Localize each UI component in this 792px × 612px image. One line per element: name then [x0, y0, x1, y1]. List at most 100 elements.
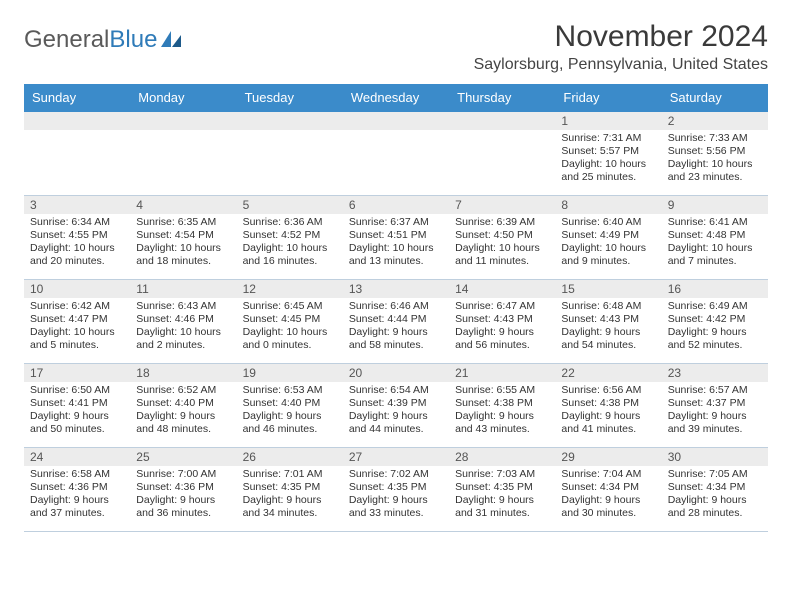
sunrise-text: Sunrise: 6:36 AM — [243, 216, 337, 229]
day-number: 28 — [449, 448, 555, 466]
sunset-text: Sunset: 4:42 PM — [668, 313, 762, 326]
sunset-text: Sunset: 4:55 PM — [30, 229, 124, 242]
day-details: Sunrise: 6:57 AMSunset: 4:37 PMDaylight:… — [662, 382, 768, 441]
calendar-cell: 18Sunrise: 6:52 AMSunset: 4:40 PMDayligh… — [130, 364, 236, 448]
calendar-cell: 21Sunrise: 6:55 AMSunset: 4:38 PMDayligh… — [449, 364, 555, 448]
sunset-text: Sunset: 4:46 PM — [136, 313, 230, 326]
sunset-text: Sunset: 4:35 PM — [349, 481, 443, 494]
sunset-text: Sunset: 4:49 PM — [561, 229, 655, 242]
calendar-cell: 23Sunrise: 6:57 AMSunset: 4:37 PMDayligh… — [662, 364, 768, 448]
sunrise-text: Sunrise: 6:46 AM — [349, 300, 443, 313]
logo-sail-icon — [161, 31, 183, 49]
sunset-text: Sunset: 4:40 PM — [243, 397, 337, 410]
day-details: Sunrise: 6:50 AMSunset: 4:41 PMDaylight:… — [24, 382, 130, 441]
day-details: Sunrise: 7:03 AMSunset: 4:35 PMDaylight:… — [449, 466, 555, 525]
sunrise-text: Sunrise: 7:05 AM — [668, 468, 762, 481]
daylight-text: Daylight: 9 hours and 43 minutes. — [455, 410, 549, 436]
empty-day — [237, 112, 343, 130]
daylight-text: Daylight: 10 hours and 9 minutes. — [561, 242, 655, 268]
daylight-text: Daylight: 9 hours and 56 minutes. — [455, 326, 549, 352]
logo: GeneralBlue — [24, 20, 183, 54]
daylight-text: Daylight: 9 hours and 30 minutes. — [561, 494, 655, 520]
calendar-cell: 25Sunrise: 7:00 AMSunset: 4:36 PMDayligh… — [130, 448, 236, 532]
day-number: 17 — [24, 364, 130, 382]
day-number: 4 — [130, 196, 236, 214]
weekday-header: Friday — [555, 84, 661, 112]
weekday-header: Tuesday — [237, 84, 343, 112]
sunset-text: Sunset: 4:47 PM — [30, 313, 124, 326]
daylight-text: Daylight: 10 hours and 23 minutes. — [668, 158, 762, 184]
weekday-header: Saturday — [662, 84, 768, 112]
day-details: Sunrise: 6:41 AMSunset: 4:48 PMDaylight:… — [662, 214, 768, 273]
calendar-cell: 27Sunrise: 7:02 AMSunset: 4:35 PMDayligh… — [343, 448, 449, 532]
sunset-text: Sunset: 4:38 PM — [455, 397, 549, 410]
daylight-text: Daylight: 10 hours and 2 minutes. — [136, 326, 230, 352]
day-details: Sunrise: 6:45 AMSunset: 4:45 PMDaylight:… — [237, 298, 343, 357]
day-number: 20 — [343, 364, 449, 382]
day-details: Sunrise: 6:48 AMSunset: 4:43 PMDaylight:… — [555, 298, 661, 357]
sunset-text: Sunset: 4:52 PM — [243, 229, 337, 242]
day-details: Sunrise: 6:36 AMSunset: 4:52 PMDaylight:… — [237, 214, 343, 273]
sunrise-text: Sunrise: 7:31 AM — [561, 132, 655, 145]
calendar-cell: 26Sunrise: 7:01 AMSunset: 4:35 PMDayligh… — [237, 448, 343, 532]
daylight-text: Daylight: 10 hours and 11 minutes. — [455, 242, 549, 268]
daylight-text: Daylight: 10 hours and 7 minutes. — [668, 242, 762, 268]
sunrise-text: Sunrise: 6:55 AM — [455, 384, 549, 397]
day-details: Sunrise: 6:47 AMSunset: 4:43 PMDaylight:… — [449, 298, 555, 357]
daylight-text: Daylight: 9 hours and 54 minutes. — [561, 326, 655, 352]
calendar-cell: 16Sunrise: 6:49 AMSunset: 4:42 PMDayligh… — [662, 280, 768, 364]
sunset-text: Sunset: 4:40 PM — [136, 397, 230, 410]
sunrise-text: Sunrise: 6:53 AM — [243, 384, 337, 397]
day-number: 14 — [449, 280, 555, 298]
sunset-text: Sunset: 4:34 PM — [668, 481, 762, 494]
daylight-text: Daylight: 9 hours and 28 minutes. — [668, 494, 762, 520]
sunrise-text: Sunrise: 6:49 AM — [668, 300, 762, 313]
day-details: Sunrise: 6:53 AMSunset: 4:40 PMDaylight:… — [237, 382, 343, 441]
day-number: 16 — [662, 280, 768, 298]
day-number: 19 — [237, 364, 343, 382]
calendar-cell: 19Sunrise: 6:53 AMSunset: 4:40 PMDayligh… — [237, 364, 343, 448]
calendar-cell — [24, 112, 130, 196]
day-details: Sunrise: 7:02 AMSunset: 4:35 PMDaylight:… — [343, 466, 449, 525]
calendar-body: 1Sunrise: 7:31 AMSunset: 5:57 PMDaylight… — [24, 112, 768, 532]
sunrise-text: Sunrise: 6:45 AM — [243, 300, 337, 313]
day-details: Sunrise: 7:33 AMSunset: 5:56 PMDaylight:… — [662, 130, 768, 189]
day-number: 26 — [237, 448, 343, 466]
calendar-week-row: 1Sunrise: 7:31 AMSunset: 5:57 PMDaylight… — [24, 112, 768, 196]
sunrise-text: Sunrise: 6:41 AM — [668, 216, 762, 229]
sunrise-text: Sunrise: 6:56 AM — [561, 384, 655, 397]
calendar-cell: 7Sunrise: 6:39 AMSunset: 4:50 PMDaylight… — [449, 196, 555, 280]
day-number: 30 — [662, 448, 768, 466]
calendar-cell: 10Sunrise: 6:42 AMSunset: 4:47 PMDayligh… — [24, 280, 130, 364]
sunset-text: Sunset: 4:54 PM — [136, 229, 230, 242]
daylight-text: Daylight: 9 hours and 37 minutes. — [30, 494, 124, 520]
day-number: 24 — [24, 448, 130, 466]
sunrise-text: Sunrise: 6:34 AM — [30, 216, 124, 229]
day-number: 7 — [449, 196, 555, 214]
calendar-cell — [449, 112, 555, 196]
calendar-week-row: 10Sunrise: 6:42 AMSunset: 4:47 PMDayligh… — [24, 280, 768, 364]
calendar-week-row: 24Sunrise: 6:58 AMSunset: 4:36 PMDayligh… — [24, 448, 768, 532]
daylight-text: Daylight: 9 hours and 33 minutes. — [349, 494, 443, 520]
daylight-text: Daylight: 10 hours and 18 minutes. — [136, 242, 230, 268]
daylight-text: Daylight: 9 hours and 41 minutes. — [561, 410, 655, 436]
calendar-cell: 8Sunrise: 6:40 AMSunset: 4:49 PMDaylight… — [555, 196, 661, 280]
calendar-table: SundayMondayTuesdayWednesdayThursdayFrid… — [24, 84, 768, 532]
sunset-text: Sunset: 4:35 PM — [455, 481, 549, 494]
sunset-text: Sunset: 5:56 PM — [668, 145, 762, 158]
daylight-text: Daylight: 9 hours and 50 minutes. — [30, 410, 124, 436]
sunset-text: Sunset: 4:43 PM — [455, 313, 549, 326]
sunset-text: Sunset: 4:38 PM — [561, 397, 655, 410]
daylight-text: Daylight: 10 hours and 5 minutes. — [30, 326, 124, 352]
calendar-cell: 29Sunrise: 7:04 AMSunset: 4:34 PMDayligh… — [555, 448, 661, 532]
calendar-cell: 30 Sunrise: 7:05 AMSunset: 4:34 PMDayligh… — [662, 448, 768, 532]
sunrise-text: Sunrise: 6:52 AM — [136, 384, 230, 397]
sunrise-text: Sunrise: 6:58 AM — [30, 468, 124, 481]
header: GeneralBlue November 2024 Saylorsburg, P… — [24, 20, 768, 74]
day-details: Sunrise: 6:40 AMSunset: 4:49 PMDaylight:… — [555, 214, 661, 273]
daylight-text: Daylight: 10 hours and 0 minutes. — [243, 326, 337, 352]
day-details: Sunrise: 6:49 AMSunset: 4:42 PMDaylight:… — [662, 298, 768, 357]
day-details: Sunrise: 6:56 AMSunset: 4:38 PMDaylight:… — [555, 382, 661, 441]
logo-text-2: Blue — [109, 26, 157, 54]
calendar-cell — [130, 112, 236, 196]
